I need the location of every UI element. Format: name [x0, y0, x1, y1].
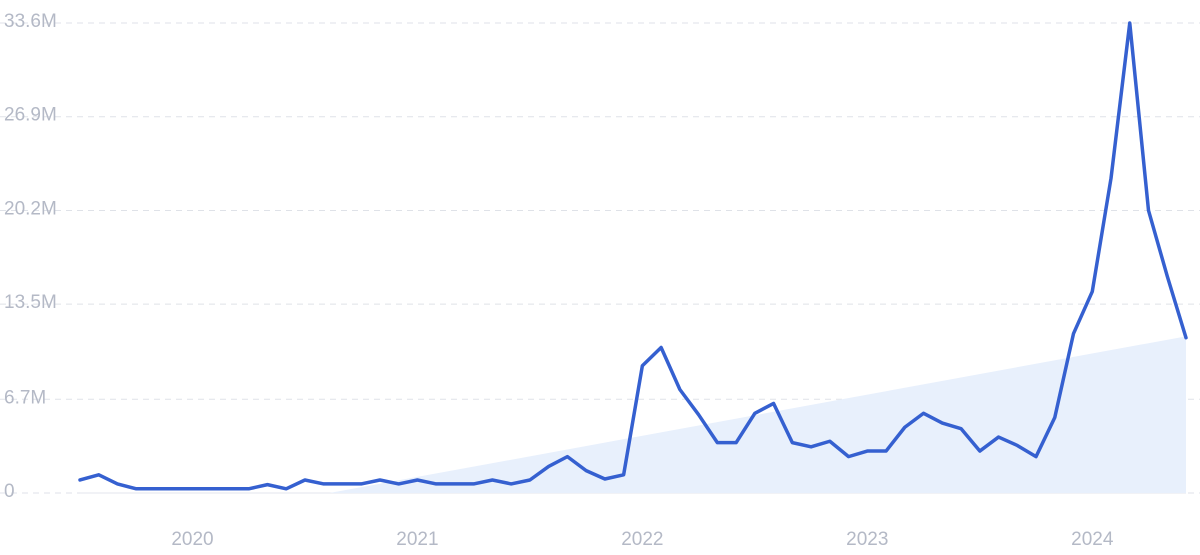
x-tick-label: 2020: [171, 529, 213, 550]
trend-area: [80, 336, 1186, 493]
y-tick-label: 26.9M: [4, 105, 57, 126]
x-tick-label: 2023: [846, 529, 888, 550]
x-tick-label: 2022: [621, 529, 663, 550]
y-tick-label: 20.2M: [4, 198, 57, 219]
y-tick-label: 6.7M: [4, 387, 46, 408]
x-tick-label: 2021: [396, 529, 438, 550]
y-tick-label: 33.6M: [4, 11, 57, 32]
y-tick-label: 0: [4, 481, 15, 502]
y-tick-label: 13.5M: [4, 292, 57, 313]
line-series: [78, 21, 1188, 491]
x-tick-label: 2024: [1071, 529, 1114, 550]
trend-group: [80, 336, 1186, 493]
